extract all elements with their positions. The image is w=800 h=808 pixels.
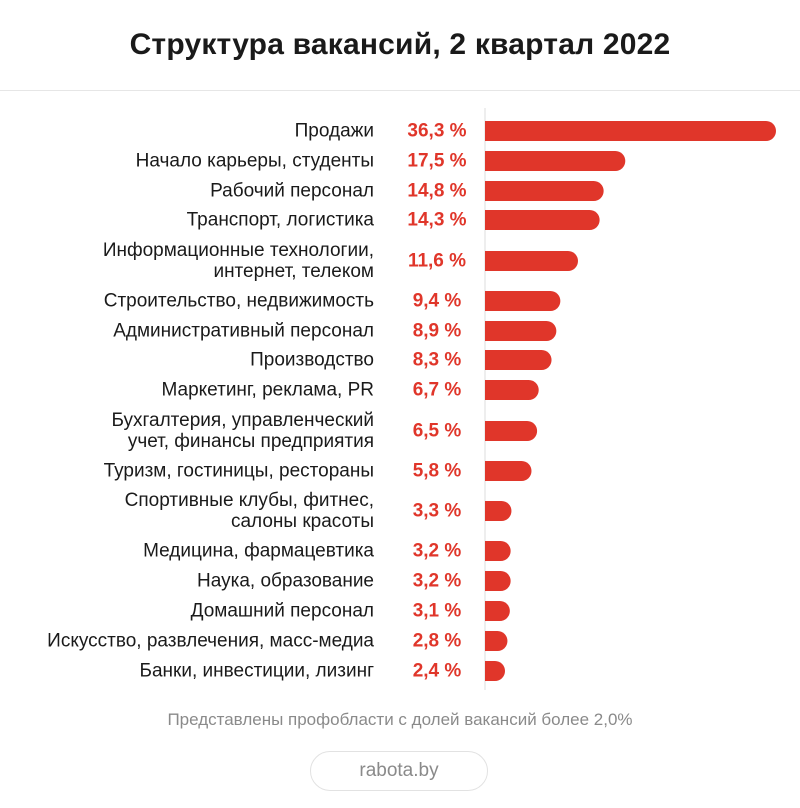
bar xyxy=(485,321,557,341)
bar xyxy=(485,151,626,171)
category-label: Медицина, фармацевтика xyxy=(143,541,374,562)
value-label: 5,8 % xyxy=(413,461,462,482)
category-label: Бухгалтерия, управленческий учет, финансы… xyxy=(111,410,374,452)
source-badge[interactable]: rabota.by xyxy=(310,751,488,791)
category-label: Продажи xyxy=(295,121,374,142)
category-label: Домашний персонал xyxy=(191,601,374,622)
value-label: 6,7 % xyxy=(413,380,462,401)
bar xyxy=(485,571,511,591)
bar xyxy=(485,251,578,271)
value-label: 8,9 % xyxy=(413,321,462,342)
category-label: Начало карьеры, студенты xyxy=(136,151,374,172)
value-label: 3,1 % xyxy=(413,601,462,622)
category-label: Банки, инвестиции, лизинг xyxy=(140,661,375,682)
bar-chart: Продажи 36,3 % Начало карьеры, студенты 17,… xyxy=(47,108,776,690)
bar xyxy=(485,501,512,521)
value-label: 2,4 % xyxy=(413,661,462,682)
value-label: 14,8 % xyxy=(407,181,466,202)
category-label: Строительство, недвижимость xyxy=(104,291,374,312)
category-label: Искусство, развлечения, масс-медиа xyxy=(47,631,374,652)
value-label: 6,5 % xyxy=(413,421,462,442)
bar xyxy=(485,380,539,400)
bar xyxy=(485,461,532,481)
bar xyxy=(485,601,510,621)
title-divider xyxy=(0,90,800,91)
footnote: Представлены профобласти с долей ваканси… xyxy=(167,710,633,729)
value-label: 3,2 % xyxy=(413,571,462,592)
category-label: Наука, образование xyxy=(197,571,374,592)
category-label: Спортивные клубы, фитнес, салоны красоты xyxy=(125,490,374,532)
value-label: 9,4 % xyxy=(413,291,462,312)
value-label: 14,3 % xyxy=(407,210,466,231)
value-label: 3,2 % xyxy=(413,541,462,562)
bar xyxy=(485,421,538,441)
category-label: Туризм, гостиницы, рестораны xyxy=(104,461,374,482)
value-label: 17,5 % xyxy=(407,151,466,172)
value-label: 36,3 % xyxy=(407,121,466,142)
bar xyxy=(485,181,604,201)
bar xyxy=(485,350,552,370)
category-label: Транспорт, логистика xyxy=(187,210,375,231)
value-label: 8,3 % xyxy=(413,350,462,371)
category-label: Административный персонал xyxy=(113,321,374,342)
value-label: 3,3 % xyxy=(413,501,462,522)
category-label: Рабочий персонал xyxy=(210,181,374,202)
bar xyxy=(485,210,600,230)
bar xyxy=(485,121,776,141)
value-label: 11,6 % xyxy=(408,251,466,272)
bar xyxy=(485,661,505,681)
bar xyxy=(485,291,561,311)
bar xyxy=(485,631,508,651)
category-label: Маркетинг, реклама, PR xyxy=(161,380,374,401)
category-label: Производство xyxy=(250,350,374,371)
category-label: Информационные технологии, интернет, теле… xyxy=(103,240,374,282)
value-label: 2,8 % xyxy=(413,631,462,652)
chart-title: Структура вакансий, 2 квартал 2022 xyxy=(129,28,671,61)
bar xyxy=(485,541,511,561)
